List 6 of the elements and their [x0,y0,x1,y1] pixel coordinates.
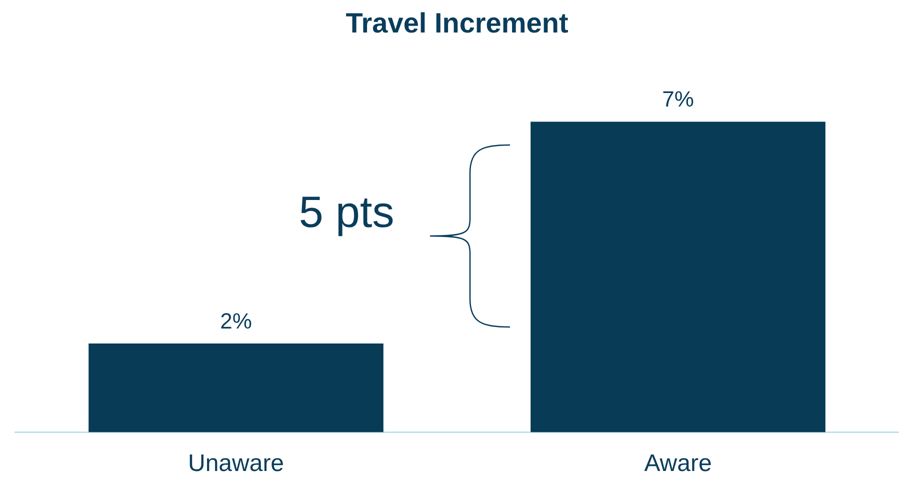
annotation: 5 pts [298,188,394,238]
data-label: 2% [220,308,252,334]
x-tick-label: Aware [644,450,712,478]
data-label: 7% [662,86,694,112]
x-tick-label: Unaware [188,450,284,478]
chart-title: Travel Increment [346,8,568,39]
